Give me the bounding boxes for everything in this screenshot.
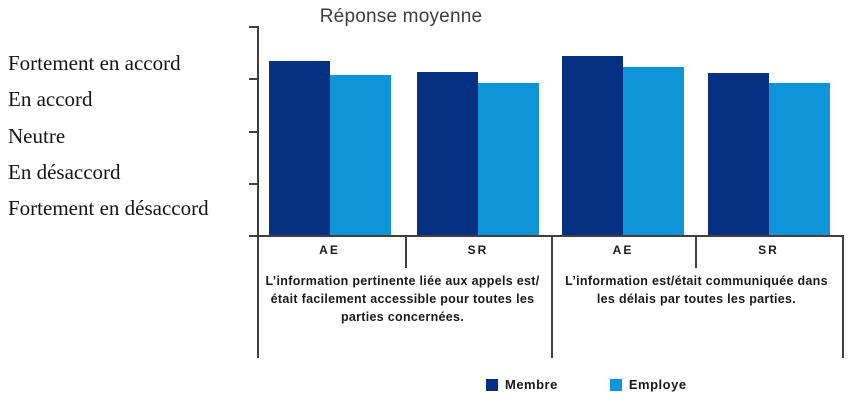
legend-item-membre: Membre <box>486 377 558 392</box>
y-axis-tick <box>249 130 257 133</box>
x-axis-line <box>249 235 842 237</box>
chart-title: Réponse moyenne <box>319 6 483 27</box>
legend-swatch-membre <box>486 378 498 391</box>
bar-membre-sr <box>707 72 769 235</box>
question-label: L’information est/était communiquée dans… <box>565 274 828 306</box>
x-category-label: SR <box>467 243 489 257</box>
table-border <box>842 235 844 358</box>
legend-label: Membre <box>505 377 558 392</box>
legend-swatch-employe <box>609 378 622 391</box>
legend-item-employe: Employe <box>609 377 687 392</box>
y-axis-line <box>257 26 259 358</box>
category-divider <box>405 235 407 268</box>
bar-membre-ae <box>562 55 623 235</box>
bar-employe-sr <box>478 82 539 235</box>
y-axis-tick <box>249 78 257 81</box>
y-axis-tick <box>249 182 257 185</box>
legend: Membre Employe <box>486 377 687 392</box>
y-axis-label: Neutre <box>8 123 66 148</box>
table-border <box>551 235 553 358</box>
category-divider <box>695 235 697 268</box>
y-axis-label: En accord <box>8 87 93 112</box>
y-axis-label: En désaccord <box>8 159 121 184</box>
x-category-label: AE <box>612 243 634 257</box>
y-axis-label: Fortement en accord <box>8 51 181 75</box>
bar-membre-ae <box>268 61 330 235</box>
x-category-label: SR <box>758 243 779 257</box>
y-axis-label: Fortement en désaccord <box>8 196 209 221</box>
bar-employe-ae <box>329 75 391 235</box>
bar-employe-ae <box>623 67 684 235</box>
legend-label: Employe <box>628 377 687 392</box>
y-axis-tick <box>249 26 257 28</box>
bar-employe-sr <box>768 83 830 235</box>
x-category-label: AE <box>319 243 340 257</box>
question-label: L’information pertinente liée aux appels… <box>265 274 540 324</box>
bar-membre-sr <box>417 71 478 235</box>
